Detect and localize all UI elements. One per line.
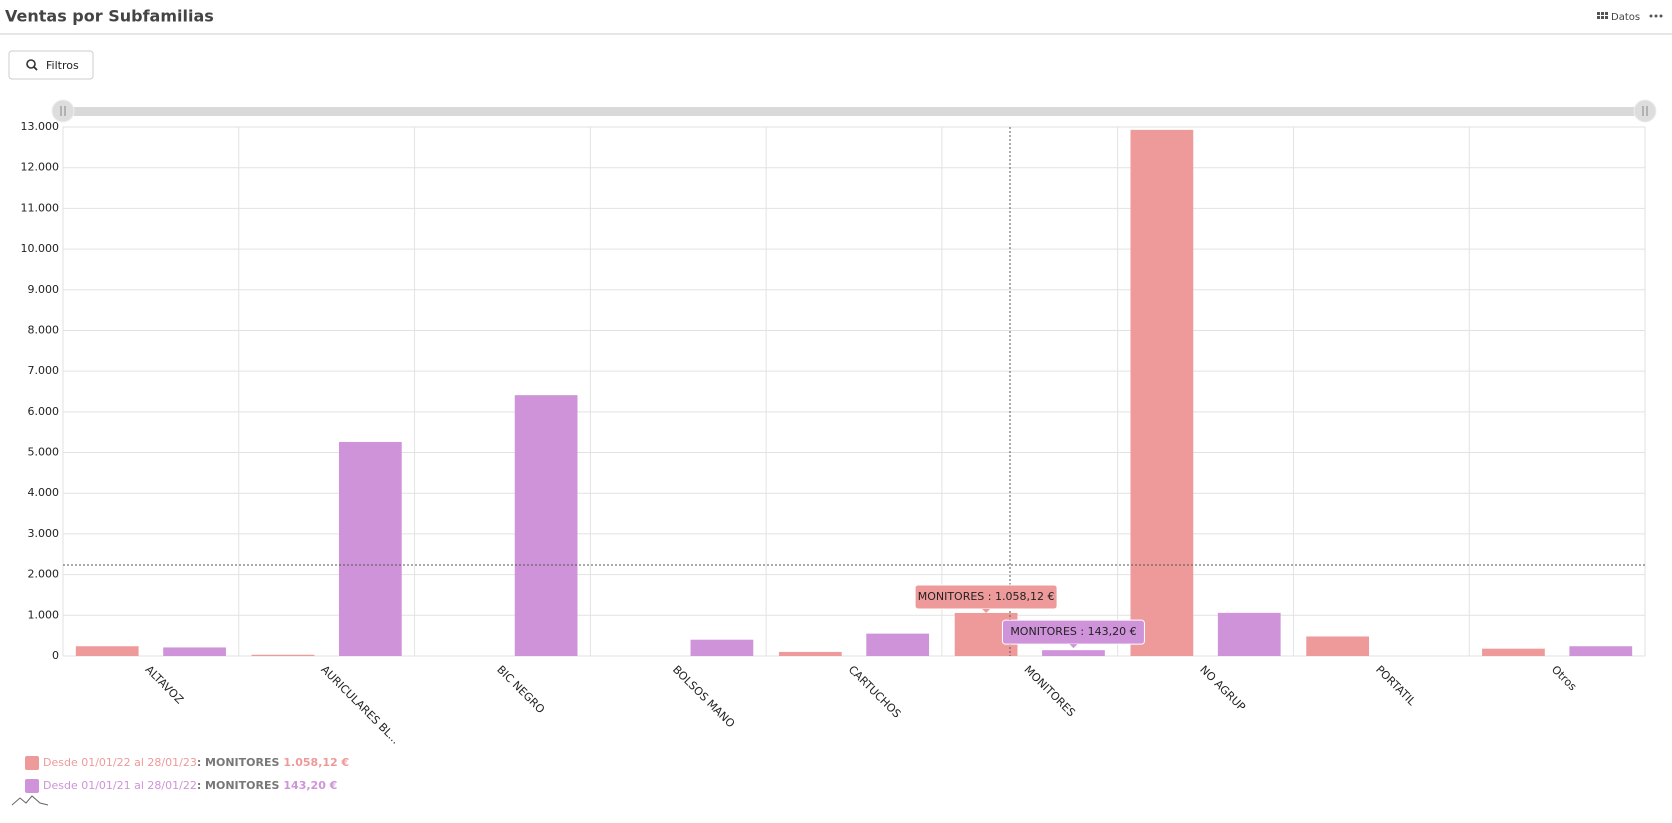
legend-swatch — [25, 779, 39, 793]
bar — [778, 651, 842, 656]
bar — [1130, 129, 1194, 657]
legend-item[interactable]: Desde 01/01/21 al 28/01/22: MONITORES 143… — [25, 779, 337, 793]
x-tick-label: PORTATIL — [1373, 663, 1419, 709]
bar — [251, 654, 315, 656]
tooltip-label: MONITORES : 1.058,12 € — [918, 590, 1055, 603]
y-tick-label: 7.000 — [28, 364, 60, 377]
legend-swatch — [25, 756, 39, 770]
y-tick-label: 5.000 — [28, 446, 60, 459]
bar — [690, 639, 754, 656]
bar — [866, 633, 930, 656]
y-tick-label: 8.000 — [28, 323, 60, 336]
y-tick-label: 6.000 — [28, 405, 60, 418]
filter-button-label: Filtros — [46, 59, 79, 72]
filter-button[interactable]: Filtros — [8, 50, 94, 80]
tooltip-arrow — [1069, 644, 1078, 649]
x-tick-label: MONITORES — [1022, 663, 1078, 719]
x-tick-label: AURICULARES BL... — [318, 663, 402, 747]
legend-item[interactable]: Desde 01/01/22 al 28/01/23: MONITORES 1.0… — [25, 756, 349, 770]
y-tick-label: 9.000 — [28, 283, 60, 296]
data-button-label: Datos — [1611, 12, 1640, 23]
legend-text: Desde 01/01/22 al 28/01/23: MONITORES 1.0… — [43, 756, 349, 769]
y-tick-label: 12.000 — [21, 161, 60, 174]
legend-part: 143,20 € — [283, 779, 337, 792]
legend-part: : MONITORES — [197, 756, 280, 769]
legend-part: Desde 01/01/22 al 28/01/23 — [43, 756, 197, 769]
bar — [1482, 648, 1545, 656]
y-tick-label: 11.000 — [21, 201, 60, 214]
page-title: Ventas por Subfamilias — [5, 7, 214, 26]
x-tick-label: ALTAVOZ — [143, 663, 187, 707]
y-tick-label: 13.000 — [21, 120, 60, 133]
y-tick-label: 4.000 — [28, 486, 60, 499]
tooltip: MONITORES : 143,20 € — [1001, 619, 1145, 649]
bar — [1217, 612, 1281, 656]
bar — [75, 646, 139, 656]
data-button[interactable]: Datos — [1597, 12, 1640, 23]
range-slider[interactable] — [51, 99, 1657, 123]
legend-text: Desde 01/01/21 al 28/01/22: MONITORES 143… — [43, 779, 337, 792]
chart-logo — [11, 795, 49, 806]
legend-part: : MONITORES — [197, 779, 280, 792]
tooltip-label: MONITORES : 143,20 € — [1010, 625, 1136, 638]
x-tick-label: CARTUCHOS — [846, 663, 904, 721]
legend-part: 1.058,12 € — [283, 756, 349, 769]
bar — [1042, 650, 1105, 656]
bar — [514, 395, 578, 656]
y-tick-label: 2.000 — [28, 568, 60, 581]
bar — [1569, 646, 1633, 656]
y-tick-label: 0 — [52, 649, 59, 662]
bar — [163, 647, 226, 656]
tooltip-arrow — [982, 608, 991, 613]
tooltip: MONITORES : 1.058,12 € — [914, 584, 1058, 613]
x-tick-label: BIC NEGRO — [494, 663, 547, 716]
x-tick-label: Otros — [1549, 663, 1579, 693]
plot: 0 1.000 2.000 3.000 4.000 5.000 6.000 7.000 8.00… — [21, 120, 1646, 747]
bar — [1306, 636, 1370, 656]
legend-part: Desde 01/01/21 al 28/01/22 — [43, 779, 197, 792]
y-tick-label: 3.000 — [28, 527, 60, 540]
x-tick-label: NO AGRUP — [1197, 663, 1248, 714]
x-tick-label: BOLSOS MANO — [670, 663, 738, 731]
more-menu[interactable] — [1649, 14, 1663, 18]
y-tick-label: 1.000 — [28, 608, 60, 621]
bar — [338, 441, 402, 656]
y-tick-label: 10.000 — [21, 242, 60, 255]
